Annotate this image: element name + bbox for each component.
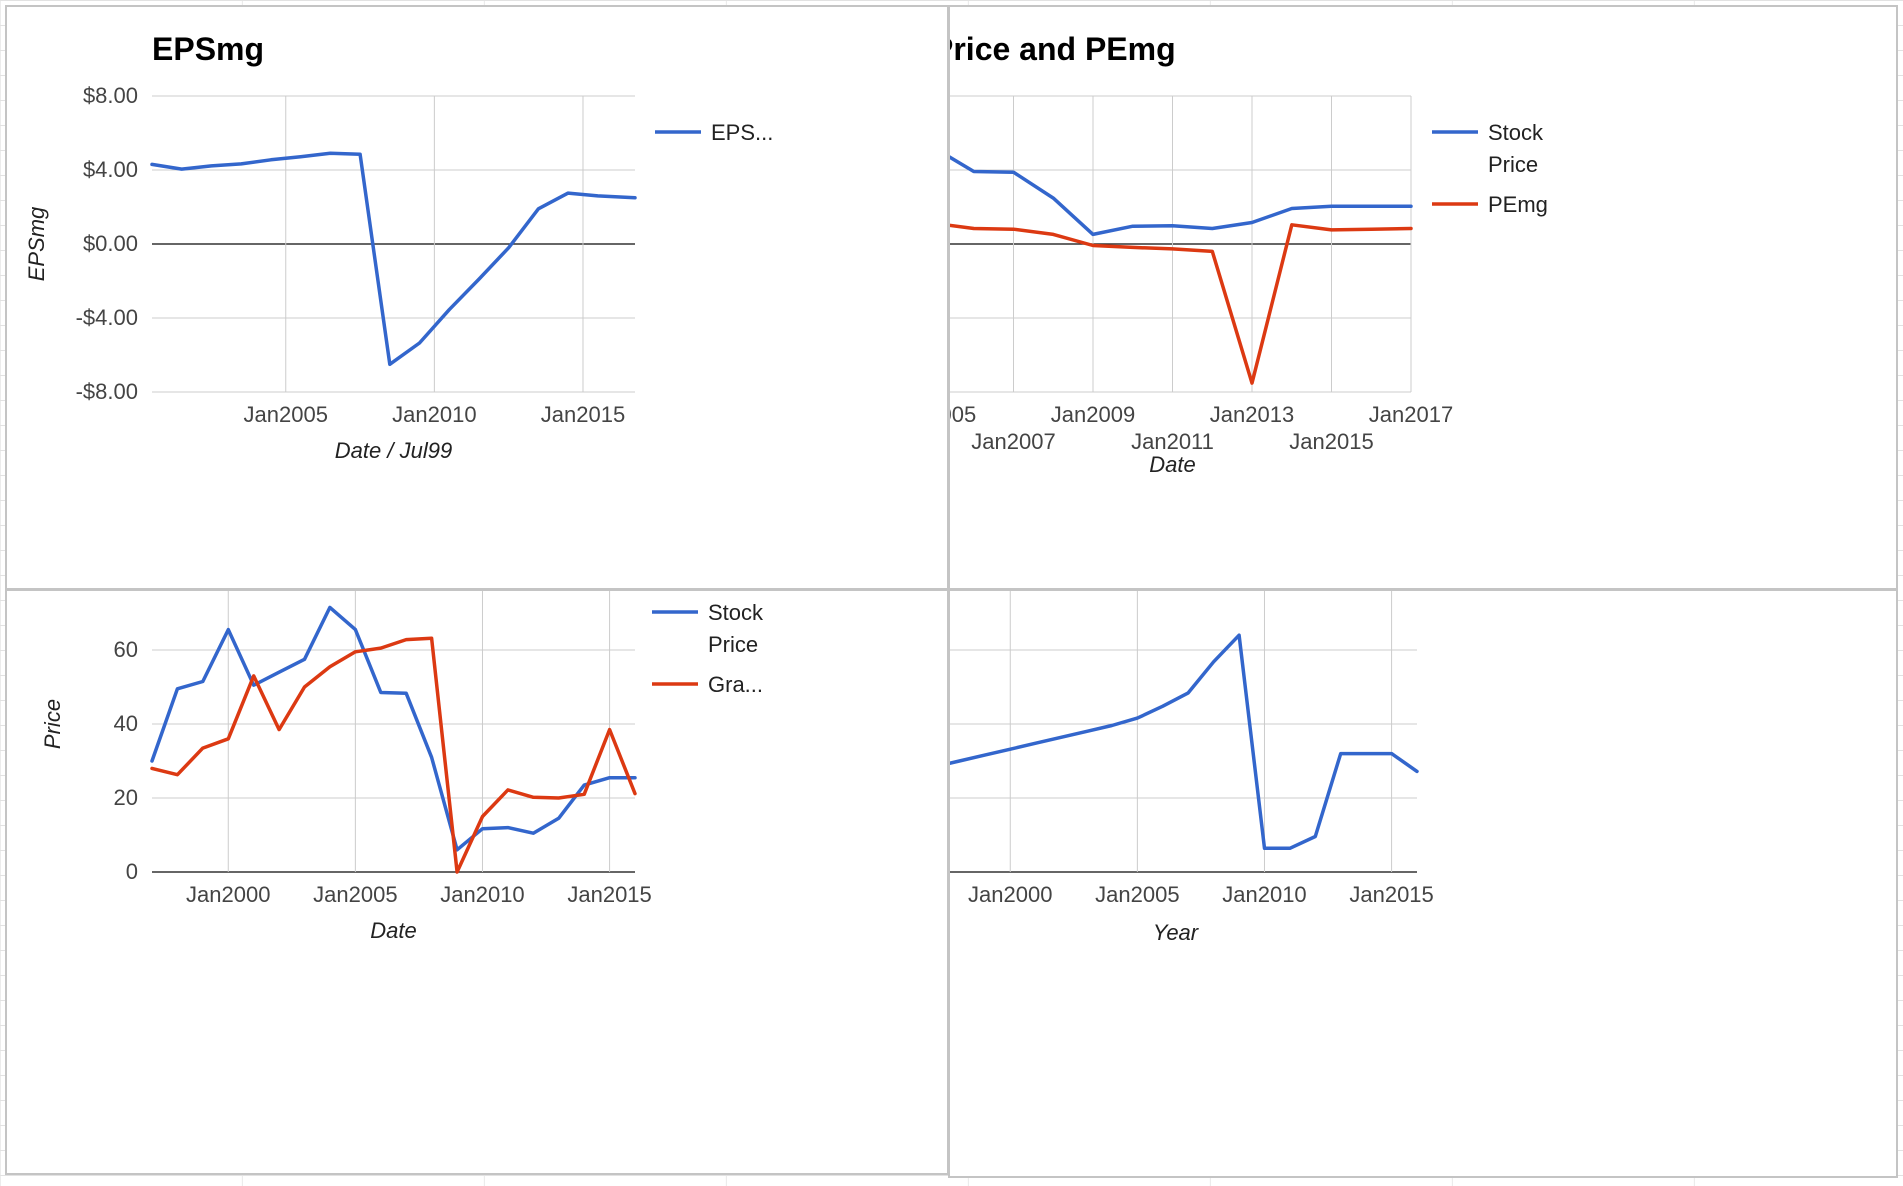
x-tick-label: Jan2015 [1289,429,1373,454]
x-tick-label: Jan2010 [1222,882,1306,907]
x-axis-title: Date / Jul99 [335,438,452,463]
series-line [950,223,1413,385]
x-tick-label: Jan2010 [392,402,476,427]
legend-entry-line: Price [708,632,758,657]
x-tick-label: Jan2007 [971,429,1055,454]
legend-entry-line: PEmg [1488,192,1548,217]
legend-entry-line: Gra... [708,672,763,697]
y-tick-label: 20 [114,785,138,810]
y-axis-title: Price [40,699,65,749]
series-line [950,155,1413,237]
legend-entry-line: Stock [708,600,764,625]
series-line [150,636,637,874]
x-axis-title: Date [1149,452,1195,477]
x-tick-label: Jan2015 [567,882,651,907]
x-tick-label: Jan2000 [186,882,270,907]
y-tick-label: -$4.00 [76,305,138,330]
dividend-history-chart: Dividend History$2.00$1.50$1.00$0.50$0.0… [950,591,1434,945]
legend-entry: EPS... [711,120,773,145]
y-tick-label: 60 [114,637,138,662]
series-line [150,605,637,852]
y-tick-label: 0 [126,859,138,884]
y-tick-label: $0.00 [83,231,138,256]
legend-entry: Stock Price [1488,120,1544,177]
x-tick-label: Jan2013 [1210,402,1294,427]
y-axis-title: EPSmg [24,206,49,281]
x-axis-title: Date [370,918,416,943]
legend-entry-line: EPS... [711,120,773,145]
chart-title: Price and PEmg [950,31,1176,67]
x-tick-label: Jan2017 [1369,402,1453,427]
y-tick-label: $8.00 [83,83,138,108]
x-tick-label: Jan2000 [968,882,1052,907]
y-tick-label: -$8.00 [76,379,138,404]
chart-panel-price-pemg: Price and PEmg100500-50-100Jan2005Jan200… [948,5,1898,590]
legend-entry-line: Stock [1488,120,1544,145]
series-line [150,151,637,367]
chart-panel-epsmg: EPSmg $8.00 $4.00 $0.00 -$4.00 -$8.00 Jan2005 J… [5,5,949,590]
legend-entry: Gra... [708,672,763,697]
x-tick-label: Jan2015 [1349,882,1433,907]
legend-entry-line: Price [1488,152,1538,177]
graham-number-chart: Graham Number and Stock Price806040200Ja… [40,591,764,943]
x-tick-label: Jan2009 [1051,402,1135,427]
legend-entry: Stock Price [708,600,764,657]
price-pemg-chart: Price and PEmg100500-50-100Jan2005Jan200… [950,31,1548,477]
x-tick-label: Jan2011 [1131,429,1214,454]
x-tick-label: Jan2005 [1095,882,1179,907]
chart-panel-graham-number: Graham Number and Stock Price806040200Ja… [5,589,949,1175]
series-line [950,633,1419,851]
x-tick-label: Jan2015 [541,402,625,427]
y-tick-label: $4.00 [83,157,138,182]
x-tick-label: Jan2005 [950,402,976,427]
x-tick-label: Jan2005 [313,882,397,907]
legend-entry: PEmg [1488,192,1548,217]
chart-panel-dividend-history: Dividend History$2.00$1.50$1.00$0.50$0.0… [948,589,1898,1178]
x-tick-label: Jan2010 [440,882,524,907]
y-tick-label: 40 [114,711,138,736]
chart-title: EPSmg [152,31,264,67]
epsmg-chart: EPSmg $8.00 $4.00 $0.00 -$4.00 -$8.00 Jan2005 J… [24,31,773,463]
x-tick-label: Jan2005 [244,402,328,427]
x-axis-title: Year [1153,920,1200,945]
